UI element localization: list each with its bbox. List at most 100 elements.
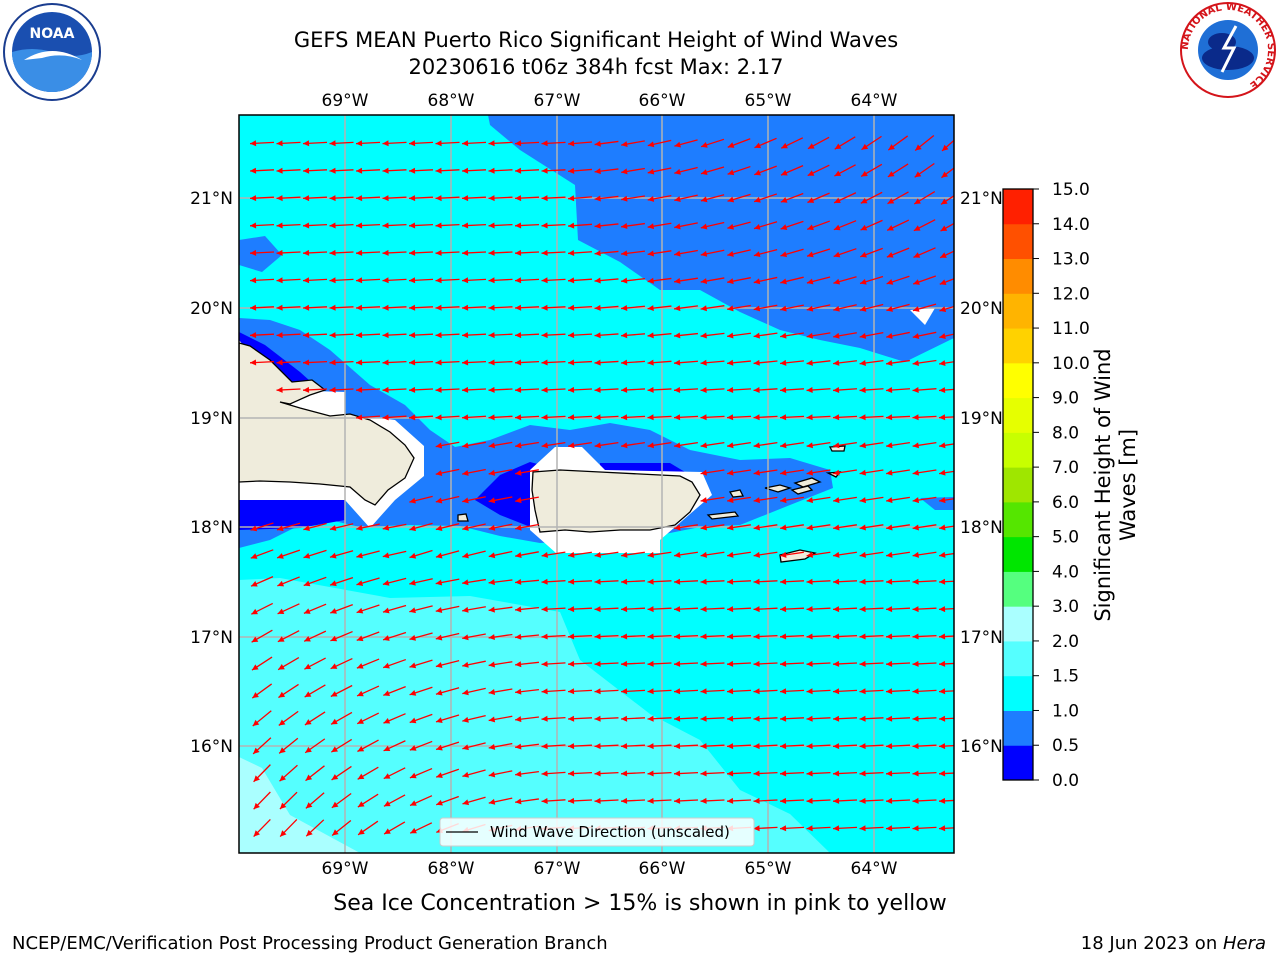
legend-label: Wind Wave Direction (unscaled)	[490, 823, 730, 841]
wave-vector-head	[727, 442, 734, 449]
lat-label-right: 21°N	[960, 189, 1003, 209]
wave-vector-head	[912, 469, 920, 476]
wave-vector-head	[515, 578, 522, 585]
wave-vector-head	[727, 142, 735, 148]
wave-vector-head	[250, 304, 257, 311]
lat-label-left: 16°N	[190, 737, 233, 757]
wave-vector-head	[912, 660, 919, 667]
wave-vector-head	[886, 633, 893, 640]
wave-vector-head	[462, 249, 469, 256]
wave-vector-head	[331, 746, 338, 753]
colorbar-tick-label: 12.0	[1052, 284, 1090, 304]
wave-vector-head	[753, 688, 760, 695]
wave-vector-head	[700, 797, 707, 804]
wave-vector-head	[382, 386, 389, 393]
wave-vector-head	[541, 167, 548, 174]
wave-vector-head	[541, 304, 548, 311]
nws-logo: NATIONAL WEATHER SERVICE	[1180, 2, 1276, 98]
wave-vector-head	[886, 770, 893, 777]
lat-label-left: 20°N	[190, 299, 233, 319]
wave-vector-head	[727, 633, 734, 640]
footer-date: 18 Jun 2023 on	[1080, 933, 1223, 954]
wave-vector-head	[939, 688, 946, 695]
wave-vector-head	[780, 770, 787, 777]
wave-vector-head	[621, 195, 628, 202]
wave-vector-head	[939, 578, 946, 585]
wave-vector-head	[409, 662, 417, 669]
lon-label-top: 65°W	[745, 91, 792, 111]
lon-label-bottom: 68°W	[428, 859, 475, 879]
wave-vector-head	[886, 306, 893, 312]
wave-vector-head	[356, 195, 363, 202]
wave-vector-head	[435, 332, 442, 339]
wave-vector-head	[700, 633, 707, 640]
wave-vector-head	[276, 195, 283, 202]
wave-vector-head	[834, 197, 841, 204]
wave-vector-head	[382, 304, 389, 311]
wave-vector-head	[674, 414, 681, 421]
wave-band-0.0-0.5-south-hispaniola	[239, 500, 345, 530]
wave-vector-head	[435, 195, 442, 202]
wave-vector-head	[409, 332, 416, 339]
colorbar-tick-label: 14.0	[1052, 215, 1090, 235]
colorbar-tick-label: 10.0	[1052, 354, 1090, 374]
wave-vector-head	[541, 798, 548, 804]
lon-label-top: 66°W	[639, 91, 686, 111]
wave-vector-head	[753, 770, 760, 777]
wave-vector-head	[356, 332, 363, 339]
wave-vector-head	[488, 579, 495, 586]
wave-vector-head	[674, 606, 681, 613]
wave-vector-head	[754, 224, 761, 230]
wave-vector-head	[833, 825, 840, 832]
wave-vector-head	[594, 414, 601, 421]
wave-vector-head	[780, 170, 788, 176]
wave-vector-head	[833, 224, 841, 231]
wave-vector-head	[806, 332, 814, 339]
wave-vector-head	[329, 552, 337, 559]
colorbar-segment	[1003, 675, 1033, 711]
wave-vector-head	[488, 716, 496, 723]
wave-vector-head	[305, 802, 313, 809]
wave-vector-head	[806, 688, 813, 695]
wave-vector-head	[886, 333, 893, 339]
wave-vector-head	[647, 797, 654, 804]
wave-vector-head	[409, 717, 417, 724]
st-john-island	[793, 477, 822, 488]
wave-vector-head	[356, 524, 363, 531]
wave-vector-head	[700, 250, 708, 257]
wave-vector-head	[409, 359, 416, 366]
wave-vector-head	[886, 551, 893, 558]
wave-vector-head	[568, 250, 575, 257]
wave-vector-head	[912, 524, 920, 531]
wave-vector-head	[912, 825, 919, 832]
wave-vector-head	[488, 798, 496, 805]
wave-vector-head	[356, 222, 363, 229]
wave-vector-head	[515, 359, 522, 366]
wave-vector-head	[330, 580, 337, 587]
wave-vector-head	[276, 167, 283, 174]
st-thomas-island	[764, 484, 793, 493]
wave-vector-head	[912, 633, 919, 640]
wave-vector-head	[647, 141, 655, 148]
wave-vector-head	[435, 222, 442, 229]
wave-vector-head	[727, 524, 734, 531]
wave-vector-head	[488, 689, 496, 695]
noaa-logo: NOAA	[3, 3, 101, 101]
wave-vector-head	[278, 691, 286, 698]
wave-vector-head	[806, 359, 813, 366]
wave-vector-head	[806, 606, 813, 613]
wave-vector-head	[250, 332, 257, 339]
wave-vector-head	[409, 579, 416, 586]
wave-vector-head	[462, 606, 469, 613]
wave-vector-head	[780, 524, 787, 531]
wave-vector-head	[279, 774, 287, 782]
wave-vector-head	[515, 442, 522, 449]
wave-vector-head	[780, 606, 787, 613]
lon-label-top: 64°W	[851, 91, 898, 111]
wave-vector-head	[780, 551, 787, 558]
wave-vector-head	[541, 578, 548, 585]
wave-vector-head	[833, 469, 840, 476]
wave-vector-head	[251, 636, 259, 643]
wave-vector-head	[541, 140, 548, 147]
wave-vector-head	[780, 387, 787, 393]
